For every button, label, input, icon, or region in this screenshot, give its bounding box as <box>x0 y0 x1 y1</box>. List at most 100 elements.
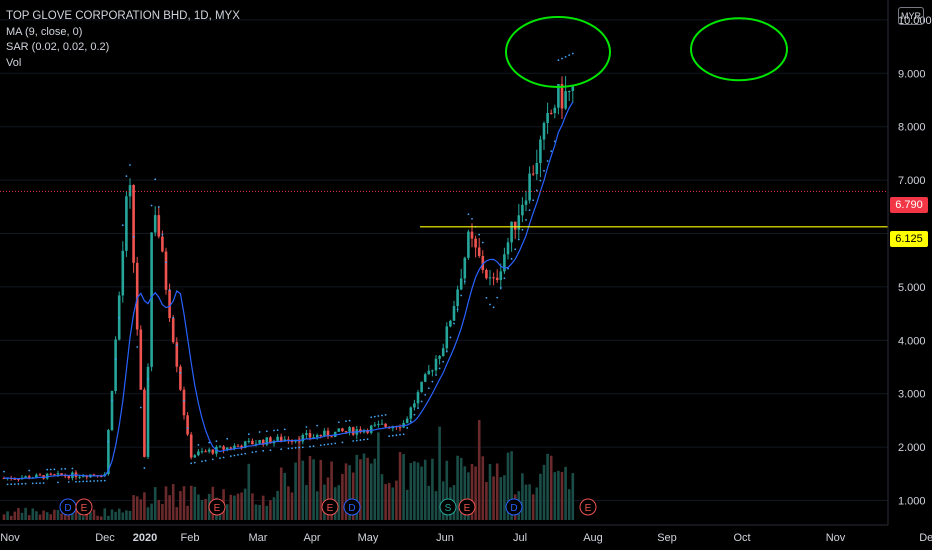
volume-bar <box>416 462 420 520</box>
event-label: E <box>464 503 471 514</box>
candle-body <box>153 215 157 233</box>
volume-bar <box>265 505 269 520</box>
candle-body <box>186 415 189 435</box>
volume-bar <box>373 458 377 520</box>
sar-dot <box>3 470 5 473</box>
candle-body <box>564 91 567 109</box>
y-tick-label: 5.000 <box>898 282 926 294</box>
candle-body <box>474 238 477 248</box>
volume-bar <box>481 456 485 520</box>
volume-bar <box>71 511 74 520</box>
candle-body <box>92 474 96 476</box>
volume-bar <box>535 487 539 520</box>
sar-dot <box>334 442 337 445</box>
candle-body <box>571 86 575 91</box>
event-label: D <box>64 503 71 514</box>
sar-dot <box>24 482 27 485</box>
candle-body <box>251 440 254 445</box>
sar-dot <box>467 213 470 216</box>
event-label: E <box>327 503 334 514</box>
volume-bar <box>186 505 189 520</box>
volume-bar <box>319 459 323 520</box>
candle-body <box>53 474 56 476</box>
sar-dot <box>78 480 81 483</box>
sar-legend[interactable]: SAR (0.02, 0.02, 0.2) <box>6 41 110 53</box>
volume-bar <box>459 457 463 520</box>
volume-bar <box>13 511 17 520</box>
candle-body <box>24 476 27 478</box>
sar-dot <box>204 459 207 462</box>
volume-bar <box>287 486 290 520</box>
event-label: D <box>510 503 517 514</box>
volume-bar <box>539 473 542 520</box>
volume-bar <box>571 473 575 520</box>
sar-dot <box>280 448 283 451</box>
sar-dot <box>136 346 139 348</box>
volume-bar <box>150 503 153 520</box>
volume-bar <box>384 484 387 520</box>
sar-dot <box>409 420 412 423</box>
volume-bar <box>143 492 146 520</box>
ma-legend[interactable]: MA (9, close, 0) <box>6 25 83 38</box>
sar-dot <box>215 440 218 442</box>
sar-dot <box>193 461 196 464</box>
x-tick-label: Dec <box>95 532 115 544</box>
volume-bar <box>503 475 506 520</box>
sar-dot <box>431 380 434 383</box>
candle-body <box>189 434 193 458</box>
vol-legend[interactable]: Vol <box>6 56 22 69</box>
event-marker <box>439 498 457 516</box>
volume-bar <box>161 504 164 520</box>
candle-body <box>560 84 564 109</box>
sar-dot <box>287 447 290 450</box>
volume-bar <box>157 499 161 520</box>
sar-dot <box>89 480 92 483</box>
volume-bar <box>179 491 182 520</box>
candle-body <box>60 473 63 476</box>
event-label: E <box>81 503 88 514</box>
candle-body <box>182 389 186 416</box>
sar-dot <box>129 164 131 166</box>
candle-body <box>326 430 330 437</box>
x-tick-label: Apr <box>303 532 320 544</box>
candle-body <box>528 173 531 201</box>
sar-dot <box>294 446 297 449</box>
volume-bar <box>175 507 179 520</box>
volume-bar <box>204 498 207 520</box>
candle-body <box>524 200 528 205</box>
candle-body <box>567 90 571 92</box>
sar-dot <box>114 358 117 361</box>
candle-body <box>348 427 351 432</box>
event-marker <box>75 498 93 516</box>
x-tick-label: May <box>358 532 379 544</box>
volume-bar <box>81 516 85 520</box>
sar-dot <box>6 483 9 486</box>
volume-bar <box>510 451 513 520</box>
volume-bar <box>153 487 157 520</box>
candle-body <box>517 215 521 230</box>
candle-body <box>315 434 319 438</box>
sar-dot <box>211 458 214 461</box>
candle-body <box>265 437 269 445</box>
candle-body <box>290 440 294 442</box>
volume-bar <box>553 472 557 520</box>
volume-bar <box>492 476 495 520</box>
currency-button[interactable]: MYR <box>898 7 924 25</box>
sar-dot <box>57 481 59 484</box>
sar-dot <box>550 150 553 153</box>
sar-dot <box>107 440 110 443</box>
sar-dot <box>96 479 99 482</box>
candle-body <box>470 231 474 239</box>
volume-bar <box>200 500 204 520</box>
volume-bar <box>103 508 107 520</box>
volume-bar <box>409 463 413 520</box>
sar-dot <box>190 462 193 465</box>
candle-body <box>459 278 463 290</box>
candle-body <box>488 277 492 279</box>
sar-dot <box>402 433 405 436</box>
volume-bar <box>351 472 355 520</box>
sar-dot <box>528 209 531 212</box>
x-tick-label: Jul <box>513 532 527 544</box>
volume-bar <box>380 474 384 520</box>
